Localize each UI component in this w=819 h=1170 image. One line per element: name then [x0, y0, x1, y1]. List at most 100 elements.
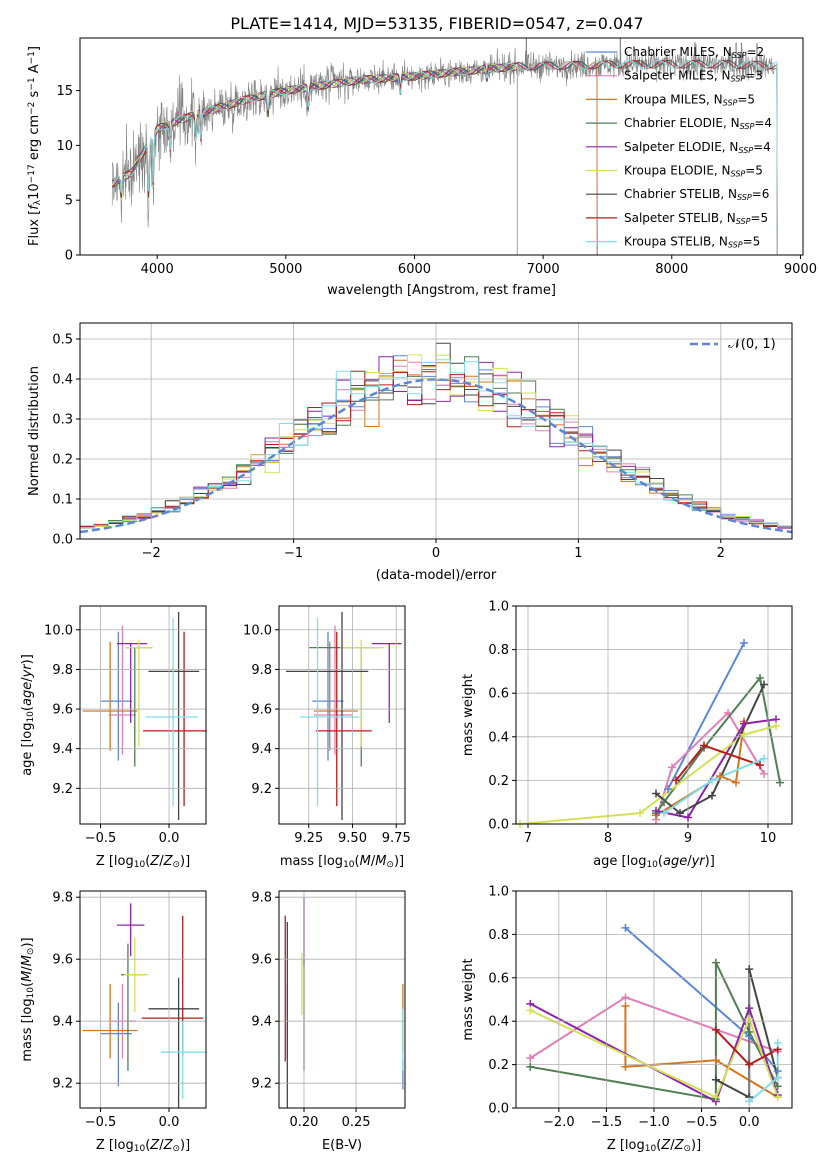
model-line-chabrier-miles: [112, 60, 598, 255]
data-point: [772, 721, 780, 730]
data-point: [652, 789, 660, 798]
axes-frame: [79, 322, 793, 540]
data-point: [526, 1054, 535, 1063]
x-tick-label: −0.5: [686, 1115, 718, 1130]
data-point: [526, 1062, 535, 1071]
y-tick-label: 0.2: [488, 1058, 509, 1073]
series-line-chabrier-miles: [667, 642, 745, 790]
y-axis-label: Flux [fλ10−17 erg cm−2 s−1 A−1]: [27, 46, 43, 246]
x-tick-label: 10: [760, 831, 777, 846]
data-point: [526, 1006, 535, 1015]
y-tick-label: 0.0: [488, 818, 509, 833]
series-line-kroupa-miles: [624, 1006, 779, 1099]
model-line-kroupa-miles: [111, 60, 598, 255]
y-axis-label: mass weight: [461, 958, 476, 1040]
x-tick-label: 4000: [141, 262, 174, 277]
y-axis-label: mass weight: [461, 674, 476, 756]
x-axis-label: mass [log10(M/M⊙)]: [280, 854, 404, 870]
y-tick-label: 9.4: [251, 742, 272, 757]
data-point: [740, 730, 748, 739]
y-tick-label: 10.0: [44, 623, 73, 638]
data-point: [621, 993, 630, 1002]
legend-entry: Salpeter STELIB, NSSP=5: [624, 211, 768, 226]
y-tick-label: 0.3: [52, 413, 73, 428]
data-point: [740, 719, 748, 728]
axes-frame: [79, 890, 207, 1109]
data-point: [660, 809, 668, 818]
data-point: [760, 769, 768, 778]
axes-frame: [278, 605, 406, 825]
data-point: [773, 1038, 782, 1047]
x-axis-label: Z [log10(Z/Z⊙)]: [96, 854, 190, 870]
y-axis-label: mass [log10(M/M⊙)]: [20, 937, 36, 1061]
x-axis-label: Z [log10(Z/Z⊙)]: [607, 1138, 701, 1154]
y-tick-label: 0.2: [52, 453, 73, 468]
data-point: [756, 761, 764, 770]
data-point: [745, 1060, 754, 1069]
data-point: [668, 763, 676, 772]
axes-frame: [515, 890, 793, 1109]
panel-mass_vs_Z: −0.5 0.0 9.2 9.4 9.6 9.8 Z [log10(Z/Z⊙)] mass […: [20, 890, 207, 1154]
x-axis-label: Z [log10(Z/Z⊙)]: [96, 1138, 190, 1154]
panel-mass_vs_EBV: 0.20 0.25 9.2 9.4 9.6 9.8 E(B-V): [251, 890, 406, 1153]
y-tick-label: 9.4: [52, 742, 73, 757]
data-point: [636, 809, 644, 818]
x-tick-label: −1: [284, 546, 303, 561]
x-tick-label: −2: [142, 546, 161, 561]
x-tick-label: 9.50: [338, 831, 367, 846]
x-tick-label: 2: [717, 546, 725, 561]
data-point: [711, 1093, 720, 1102]
data-point: [684, 813, 692, 822]
legend-entry: Salpeter ELODIE, NSSP=4: [624, 140, 771, 155]
y-tick-label: 0.0: [52, 533, 73, 548]
y-tick-label: 9.8: [52, 663, 73, 678]
y-tick-label: 0.8: [488, 643, 509, 658]
x-tick-label: −1.0: [638, 1115, 670, 1130]
data-point: [708, 776, 716, 785]
y-tick-label: 10: [56, 139, 73, 154]
x-tick-label: 0.0: [159, 831, 180, 846]
y-tick-label: 9.6: [251, 953, 272, 968]
legend-entry: Kroupa MILES, NSSP=5: [624, 92, 755, 107]
model-line-salpeter-elodie: [112, 63, 518, 255]
x-tick-label: −2.0: [543, 1115, 575, 1130]
data-point: [708, 791, 716, 800]
x-tick-label: 9.25: [294, 831, 323, 846]
y-tick-label: 0.1: [52, 493, 73, 508]
data-point: [652, 806, 660, 815]
plot-area: [111, 38, 778, 255]
y-tick-label: 0.4: [488, 1015, 509, 1030]
data-point: [760, 754, 768, 763]
data-point: [711, 958, 720, 967]
x-tick-label: −0.5: [85, 1115, 117, 1130]
legend-entry: Chabrier STELIB, NSSP=6: [624, 187, 769, 202]
x-tick-label: 9.75: [382, 831, 411, 846]
data-point: [711, 1025, 720, 1034]
y-tick-label: 9.4: [251, 1015, 272, 1030]
y-tick-label: 0.6: [488, 971, 509, 986]
data-point: [773, 1082, 782, 1091]
series-line-salpeter-elodie: [529, 1002, 779, 1103]
y-tick-label: 0.6: [488, 687, 509, 702]
model-line-salpeter-stelib: [111, 60, 778, 255]
x-axis-label: age [log10(age/yr)]: [593, 854, 715, 870]
data-point: [773, 1093, 782, 1102]
x-axis-label: (data-model)/error: [376, 568, 497, 583]
legend-entry: Chabrier ELODIE, NSSP=4: [624, 116, 772, 131]
axes-frame: [278, 890, 406, 1109]
y-tick-label: 1.0: [488, 885, 509, 900]
data-point: [621, 1002, 630, 1011]
y-tick-label: 15: [56, 84, 73, 99]
legend-entry: Kroupa STELIB, NSSP=5: [624, 235, 760, 250]
x-axis-label: wavelength [Angstrom, rest frame]: [327, 283, 556, 298]
x-tick-label: 7: [524, 831, 532, 846]
legend-entry: Kroupa ELODIE, NSSP=5: [624, 164, 763, 179]
legend-entry: Salpeter MILES, NSSP=3: [624, 69, 763, 84]
x-tick-label: 0.20: [290, 1115, 319, 1130]
y-tick-label: 9.6: [52, 953, 73, 968]
x-tick-label: 7000: [527, 262, 560, 277]
legend-entry: Chabrier MILES, NSSP=2: [624, 45, 764, 60]
model-line-chabrier-elodie: [111, 63, 518, 255]
data-point: [745, 965, 754, 974]
